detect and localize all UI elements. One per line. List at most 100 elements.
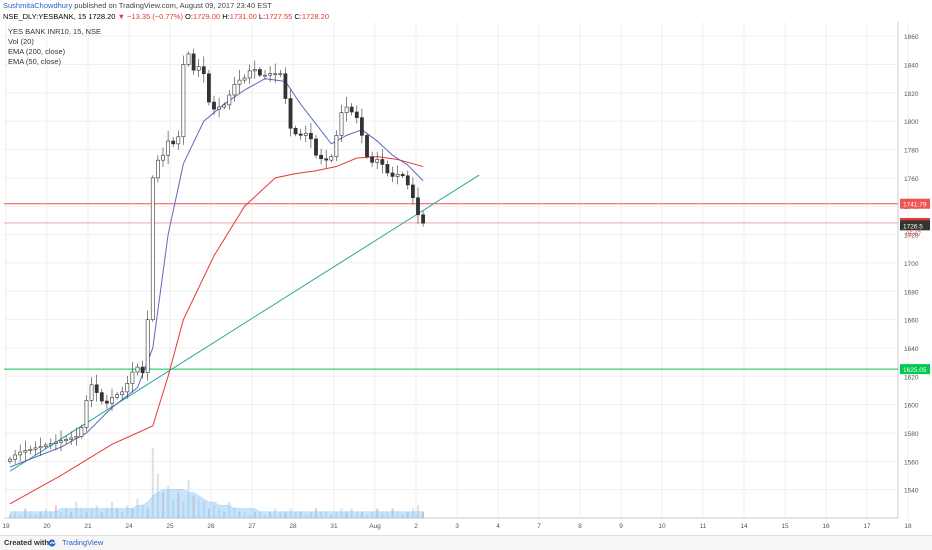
candle-body xyxy=(161,154,165,161)
candle-body xyxy=(120,391,125,396)
price-tick-label: 1600 xyxy=(904,403,919,410)
candle-body xyxy=(84,400,89,428)
price-tick-label: 1800 xyxy=(904,119,919,126)
candle xyxy=(186,51,191,67)
candle-body xyxy=(263,74,267,77)
legend-volume[interactable]: Vol (20) xyxy=(8,37,34,46)
candle-body xyxy=(365,135,369,157)
candle-body xyxy=(48,443,53,446)
candle xyxy=(232,76,237,102)
candle xyxy=(273,63,278,83)
candle xyxy=(247,64,252,84)
candle-body xyxy=(268,73,273,76)
candle-body xyxy=(405,175,410,186)
candle-body xyxy=(79,427,84,437)
candle-body xyxy=(130,371,135,384)
candle xyxy=(64,435,69,445)
candle xyxy=(416,187,420,224)
candle xyxy=(135,363,140,376)
price-label-box xyxy=(900,198,930,209)
candle xyxy=(99,388,104,405)
price-tick-label: 1580 xyxy=(904,431,919,438)
candle-body xyxy=(8,458,12,462)
candle-body xyxy=(359,117,364,136)
candle-body xyxy=(237,79,242,85)
time-tick-label: 3 xyxy=(455,523,459,530)
time-tick-label: 28 xyxy=(289,523,297,530)
candle-body xyxy=(94,384,99,393)
candle-body xyxy=(59,440,63,443)
candle-body xyxy=(201,66,206,75)
publication-bar: SushmitaChowdhury published on TradingVi… xyxy=(3,0,272,11)
candle xyxy=(237,69,242,94)
candle xyxy=(196,58,201,77)
candle xyxy=(339,105,344,143)
candle xyxy=(222,102,227,110)
price-label-text: 1741.79 xyxy=(903,202,927,209)
candle xyxy=(405,170,410,190)
candle-body xyxy=(99,392,104,402)
candle-body xyxy=(207,73,211,103)
time-tick-label: 27 xyxy=(248,523,256,530)
candle-body xyxy=(125,383,130,393)
candle xyxy=(201,56,206,83)
last-price: 1728.20 xyxy=(88,12,116,21)
candle-body xyxy=(242,77,247,81)
candle-body xyxy=(308,132,313,140)
time-tick-label: 18 xyxy=(904,523,912,530)
candle-body xyxy=(18,451,23,456)
candle-body xyxy=(145,319,150,374)
candle xyxy=(288,89,293,137)
candle xyxy=(74,427,79,446)
candle xyxy=(385,160,390,177)
countdown-label: 05:07 xyxy=(906,232,922,238)
ema50-line xyxy=(9,78,424,468)
candle xyxy=(176,130,181,150)
legend-symbol[interactable]: YES BANK INR10, 15, NSE xyxy=(8,27,101,36)
candle-body xyxy=(385,164,390,174)
legend-ema200[interactable]: EMA (200, close) xyxy=(8,47,66,56)
candle xyxy=(23,440,28,462)
candle xyxy=(59,430,63,452)
candle-body xyxy=(314,138,318,156)
time-tick-label: 25 xyxy=(166,523,174,530)
candle xyxy=(375,151,380,170)
candle xyxy=(349,103,354,116)
chart-area[interactable]: 1540 1560 1580 1600 1620 1640 1660 1680 1700 1720… xyxy=(0,22,932,536)
price-chart[interactable]: 1540156015801600162016401660168017001720… xyxy=(0,22,932,536)
candle-body xyxy=(421,214,426,224)
candle-body xyxy=(227,94,232,106)
candle xyxy=(181,55,186,145)
price-tick-label: 1560 xyxy=(904,459,919,466)
legend-ema50[interactable]: EMA (50, close) xyxy=(8,57,61,66)
price-tick-label: 1660 xyxy=(904,318,919,325)
candle xyxy=(171,137,176,148)
candle xyxy=(207,69,211,106)
author-link[interactable]: SushmitaChowdhury xyxy=(3,1,73,10)
time-tick-label: 14 xyxy=(740,523,748,530)
low-value: 1727.55 xyxy=(265,12,293,21)
time-tick-label: 11 xyxy=(700,523,707,530)
candle-body xyxy=(23,450,28,453)
candle-body xyxy=(410,184,415,199)
candle-body xyxy=(283,73,288,99)
candle-body xyxy=(344,106,349,113)
ema200-line xyxy=(9,156,424,505)
time-tick-label: 8 xyxy=(578,523,582,530)
open-label: O: xyxy=(185,12,193,21)
candle-body xyxy=(370,156,375,163)
candle-body xyxy=(298,133,303,136)
candle xyxy=(110,388,114,412)
published-info: published on TradingView.com, August 09,… xyxy=(74,1,272,10)
candle-body xyxy=(156,159,160,179)
candle xyxy=(130,361,135,393)
candle-body xyxy=(150,177,155,320)
price-tick-label: 1540 xyxy=(904,488,919,495)
chart-legend: YES BANK INR10, 15, NSE Vol (20) EMA (20… xyxy=(8,27,101,67)
candle xyxy=(268,66,273,82)
candle xyxy=(94,374,99,402)
candle xyxy=(324,149,329,169)
candle xyxy=(140,360,145,379)
tradingview-brand-link[interactable]: TradingView xyxy=(62,538,104,547)
candle xyxy=(278,69,283,78)
